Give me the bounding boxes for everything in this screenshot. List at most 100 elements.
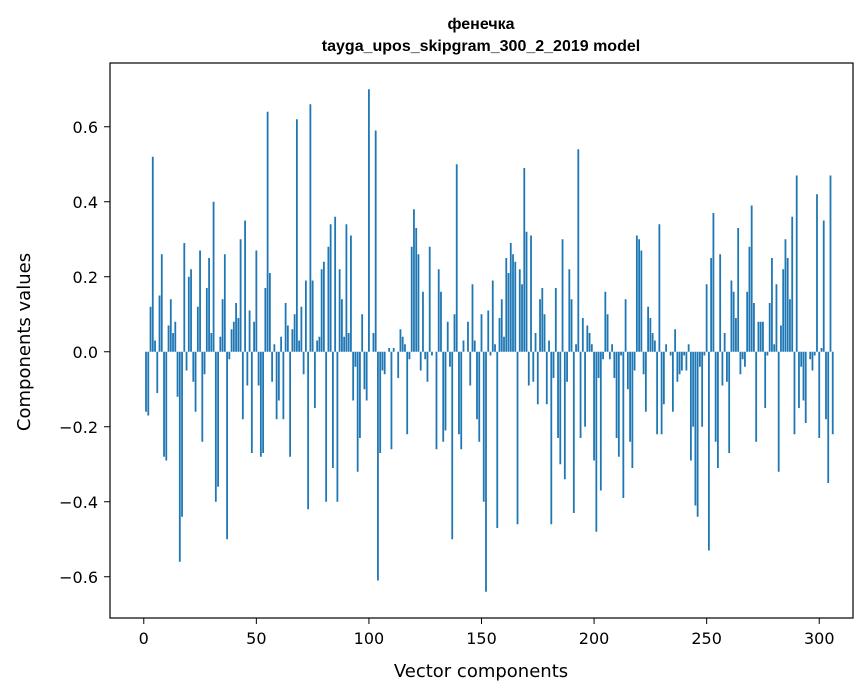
bar (172, 333, 174, 352)
bar (392, 348, 395, 352)
bar (804, 351, 807, 423)
bar (462, 340, 465, 352)
bar (228, 351, 231, 360)
bar (789, 299, 791, 352)
bar (586, 325, 589, 352)
bar (361, 314, 364, 352)
bar (680, 351, 683, 371)
bar (350, 235, 352, 352)
bar (410, 246, 413, 352)
bar (541, 288, 544, 352)
bar (683, 351, 686, 356)
bar (397, 351, 400, 378)
bar (548, 340, 550, 352)
bar (597, 351, 600, 378)
bar (507, 273, 510, 352)
bar (478, 351, 481, 442)
bar (518, 269, 521, 352)
bar (737, 228, 740, 352)
bar (660, 351, 663, 435)
bar (203, 351, 206, 375)
bar (221, 299, 224, 352)
bar (816, 194, 818, 352)
bar (563, 351, 566, 480)
bar (428, 246, 431, 352)
bar (703, 351, 706, 356)
x-tick-label: 100 (354, 629, 385, 648)
bar (755, 351, 758, 442)
bar (246, 351, 249, 386)
bar (268, 273, 271, 352)
bar (415, 228, 418, 352)
bar (458, 351, 460, 435)
bar (633, 351, 636, 371)
bar (631, 351, 634, 468)
bar (347, 333, 350, 352)
x-tick-label: 300 (804, 629, 835, 648)
bar (230, 329, 233, 352)
bar (480, 314, 483, 352)
bar (773, 344, 776, 352)
bar (440, 291, 442, 352)
plot-frame (109, 62, 854, 619)
bar (496, 351, 499, 528)
bar (341, 299, 343, 352)
y-tick-label: −0.2 (59, 418, 98, 437)
bar (530, 235, 532, 352)
bar (239, 239, 242, 352)
bar (338, 269, 341, 352)
bar (620, 351, 622, 356)
bar (313, 351, 316, 408)
bar (687, 344, 690, 352)
bar (500, 299, 503, 352)
bar (813, 351, 816, 356)
bar (802, 351, 805, 401)
bar (343, 336, 346, 352)
bar (741, 351, 744, 360)
bar (671, 351, 674, 412)
bar (163, 351, 165, 457)
bar (635, 235, 638, 352)
bar (575, 344, 577, 352)
bar (248, 310, 251, 352)
bar (208, 258, 210, 352)
bar (748, 246, 751, 352)
bar (554, 288, 557, 352)
bar (629, 351, 631, 442)
bar (316, 340, 319, 352)
bar (595, 351, 598, 532)
bar (377, 351, 379, 581)
bar (275, 351, 278, 420)
bar (165, 351, 168, 461)
bar (329, 224, 332, 352)
bar (527, 351, 530, 386)
bar (649, 318, 652, 352)
chart-subtitle: tayga_upos_skipgram_300_2_2019 model (322, 38, 640, 55)
bar (572, 351, 575, 513)
bar (730, 280, 733, 352)
bar (390, 351, 393, 450)
bar (473, 340, 476, 352)
bar (665, 344, 668, 352)
bar (566, 351, 568, 382)
bar (584, 351, 586, 427)
bar (368, 89, 370, 352)
bar (451, 351, 454, 540)
bar (309, 104, 312, 352)
bar (570, 299, 573, 352)
bar (379, 351, 382, 453)
bar (210, 333, 213, 352)
bar (151, 156, 154, 352)
bar (593, 351, 595, 461)
bar (717, 351, 719, 468)
bar (352, 351, 355, 401)
bar (536, 351, 539, 405)
bar (523, 168, 526, 352)
bar (262, 351, 264, 453)
x-tick-label: 0 (139, 629, 149, 648)
bar (154, 340, 156, 352)
bar (257, 351, 260, 386)
bar (356, 351, 359, 472)
bar (264, 288, 267, 352)
bar (482, 351, 485, 502)
